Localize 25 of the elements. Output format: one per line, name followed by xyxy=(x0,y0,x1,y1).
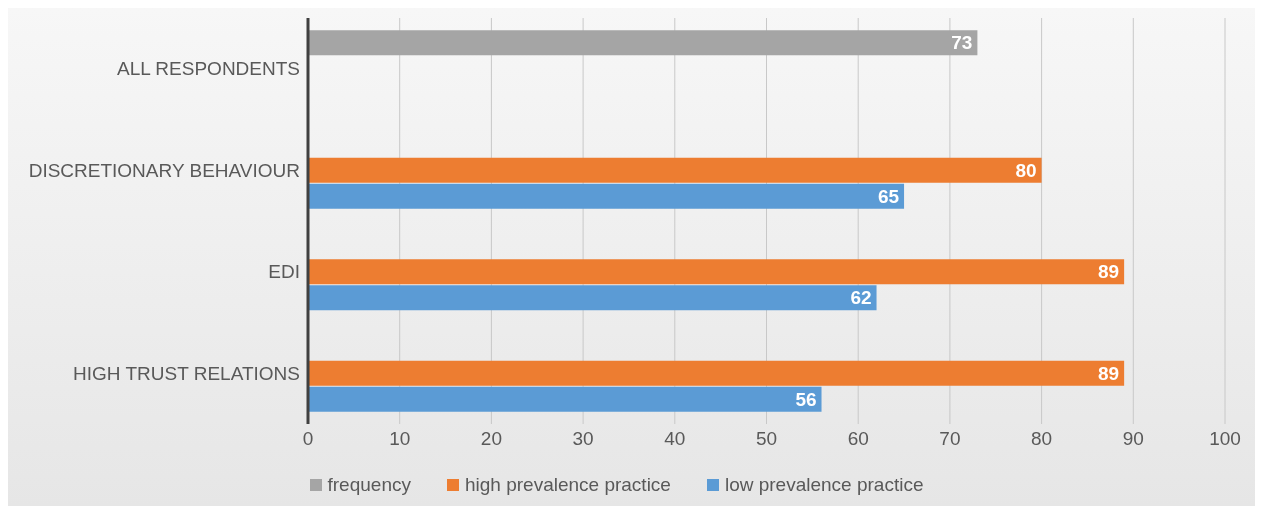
data-label: 65 xyxy=(877,185,900,207)
data-label: 89 xyxy=(1097,261,1120,283)
data-label: 80 xyxy=(1015,159,1037,181)
x-tick-label: 50 xyxy=(755,428,778,450)
x-tick-label: 40 xyxy=(664,428,686,450)
y-tick-label: EDI xyxy=(268,261,300,283)
legend-label: high prevalence practice xyxy=(464,474,671,496)
y-tick-label: HIGH TRUST RELATIONS xyxy=(73,362,300,384)
x-tick-label: 100 xyxy=(1209,428,1241,450)
data-label: 73 xyxy=(951,32,973,54)
x-tick-label: 10 xyxy=(389,428,411,450)
x-tick-label: 20 xyxy=(480,428,502,450)
data-label: 56 xyxy=(795,388,817,410)
x-tick-label: 90 xyxy=(1122,428,1144,450)
legend-label: low prevalence practice xyxy=(724,474,924,496)
data-label: 89 xyxy=(1097,362,1120,384)
x-tick-label: 30 xyxy=(572,428,594,450)
y-tick-label: DISCRETIONARY BEHAVIOUR xyxy=(28,159,300,181)
x-tick-label: 80 xyxy=(1031,428,1053,450)
legend-label: frequency xyxy=(327,474,411,496)
data-label: 62 xyxy=(850,287,872,309)
x-tick-label: 0 xyxy=(302,428,314,450)
x-tick-label: 70 xyxy=(939,428,961,450)
y-tick-label: ALL RESPONDENTS xyxy=(116,58,300,80)
x-tick-label: 60 xyxy=(847,428,869,450)
